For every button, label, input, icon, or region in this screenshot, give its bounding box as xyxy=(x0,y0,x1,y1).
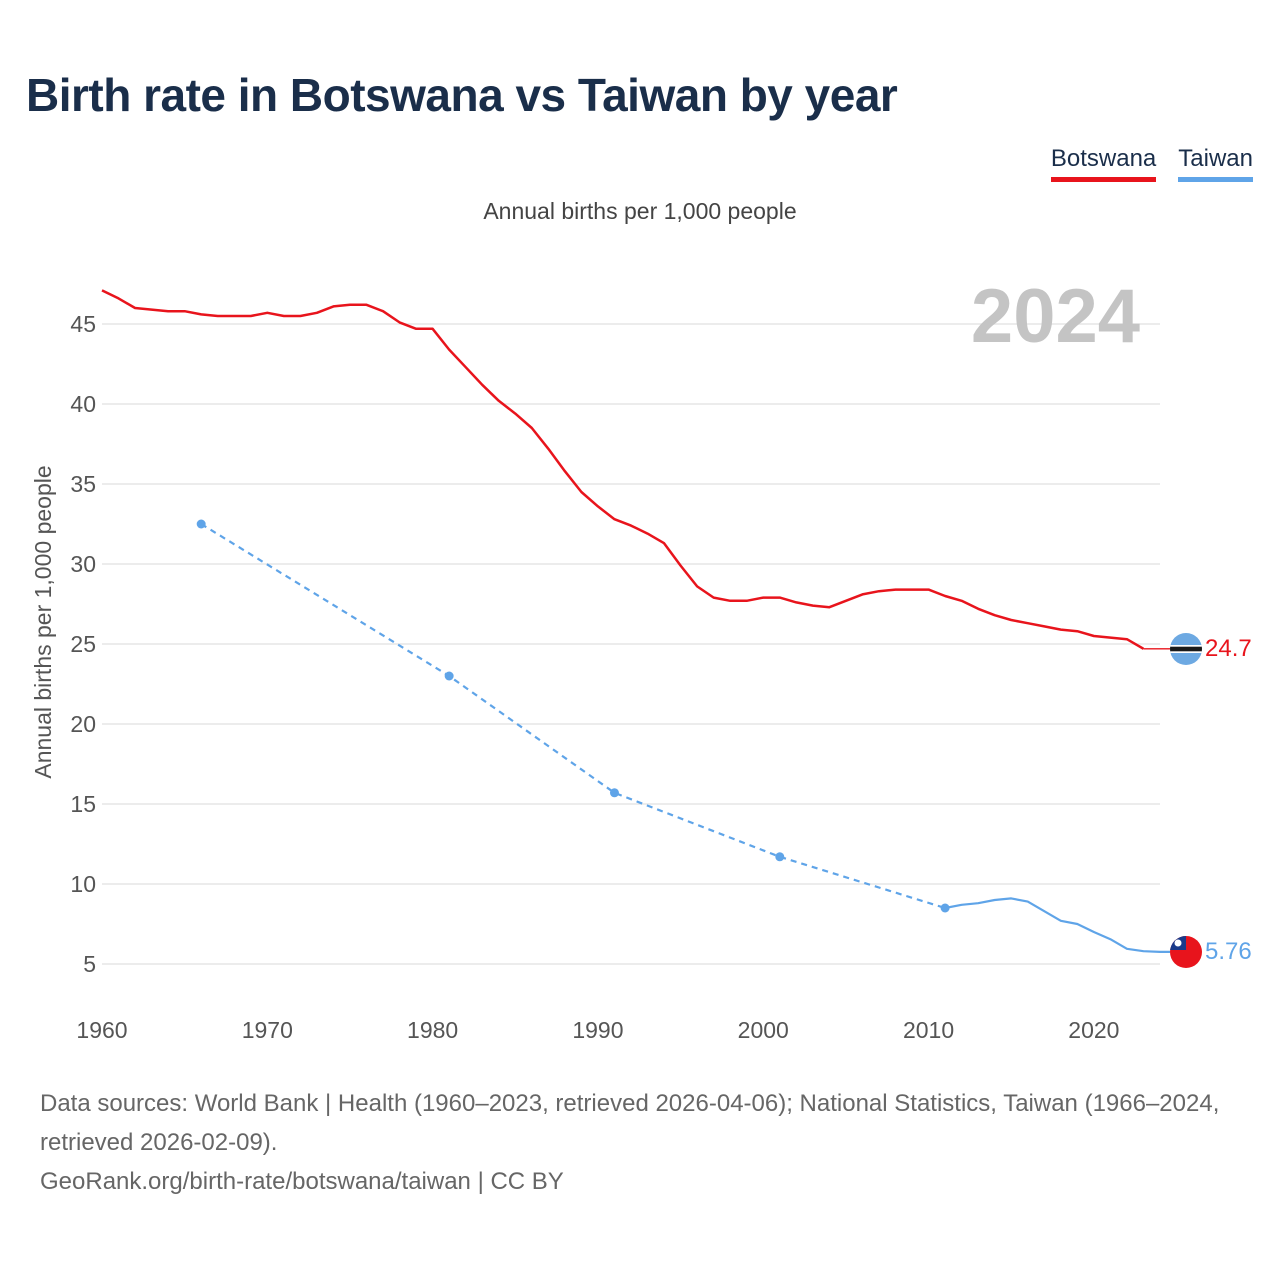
source-link[interactable]: GeoRank.org/birth-rate/botswana/taiwan |… xyxy=(40,1168,564,1195)
y-tick-label-10: 10 xyxy=(70,871,96,897)
taiwan-point-2001[interactable] xyxy=(775,852,785,862)
botswana-flag-icon xyxy=(1170,633,1202,665)
y-tick-label-15: 15 xyxy=(70,791,96,817)
line-chart: 2024 5 10 15 20 25 30 35 40 45 1960 1970 1980 1990 2… xyxy=(30,274,1252,1043)
x-axis-ticks: 1960 1970 1980 1990 2000 2010 2020 xyxy=(76,1017,1119,1043)
chart-subtitle: Annual births per 1,000 people xyxy=(483,198,797,224)
x-tick-label-2020: 2020 xyxy=(1068,1017,1119,1043)
x-tick-label-1980: 1980 xyxy=(407,1017,458,1043)
y-axis-label: Annual births per 1,000 people xyxy=(30,465,56,778)
end-label-botswana: 24.7 xyxy=(1205,635,1252,662)
y-tick-label-5: 5 xyxy=(83,951,96,977)
series-lines xyxy=(101,289,1170,953)
y-axis-ticks: 5 10 15 20 25 30 35 40 45 xyxy=(70,311,96,977)
end-labels: 24.7 5.76 xyxy=(1205,635,1252,965)
x-tick-label-2000: 2000 xyxy=(738,1017,789,1043)
flags xyxy=(1170,633,1202,968)
x-tick-label-2010: 2010 xyxy=(903,1017,954,1043)
y-tick-label-30: 30 xyxy=(70,551,96,577)
legend-item-botswana[interactable]: Botswana xyxy=(1050,145,1157,182)
year-watermark: 2024 xyxy=(971,274,1140,359)
x-tick-label-1970: 1970 xyxy=(242,1017,293,1043)
series-line-taiwan-dashed xyxy=(200,523,946,910)
end-label-taiwan: 5.76 xyxy=(1205,938,1252,965)
x-tick-label-1960: 1960 xyxy=(76,1017,127,1043)
taiwan-point-1966[interactable] xyxy=(196,519,206,529)
chart-title: Birth rate in Botswana vs Taiwan by year xyxy=(26,69,898,121)
taiwan-point-2011[interactable] xyxy=(940,903,950,913)
gridlines xyxy=(102,323,1160,965)
x-tick-label-1990: 1990 xyxy=(572,1017,623,1043)
y-tick-label-25: 25 xyxy=(70,631,96,657)
legend-item-taiwan[interactable]: Taiwan xyxy=(1178,145,1253,182)
footer: Data sources: World Bank | Health (1960–… xyxy=(40,1084,1250,1201)
y-tick-label-20: 20 xyxy=(70,711,96,737)
y-tick-label-40: 40 xyxy=(70,391,96,417)
taiwan-flag-icon xyxy=(1170,936,1202,968)
taiwan-point-1981[interactable] xyxy=(444,671,454,681)
taiwan-point-1991[interactable] xyxy=(609,788,619,798)
y-tick-label-35: 35 xyxy=(70,471,96,497)
data-sources: Data sources: World Bank | Health (1960–… xyxy=(40,1090,1220,1156)
series-line-taiwan xyxy=(944,897,1170,953)
series-line-botswana xyxy=(101,289,1145,650)
y-tick-label-45: 45 xyxy=(70,311,96,337)
legend: Botswana Taiwan xyxy=(1050,145,1253,182)
